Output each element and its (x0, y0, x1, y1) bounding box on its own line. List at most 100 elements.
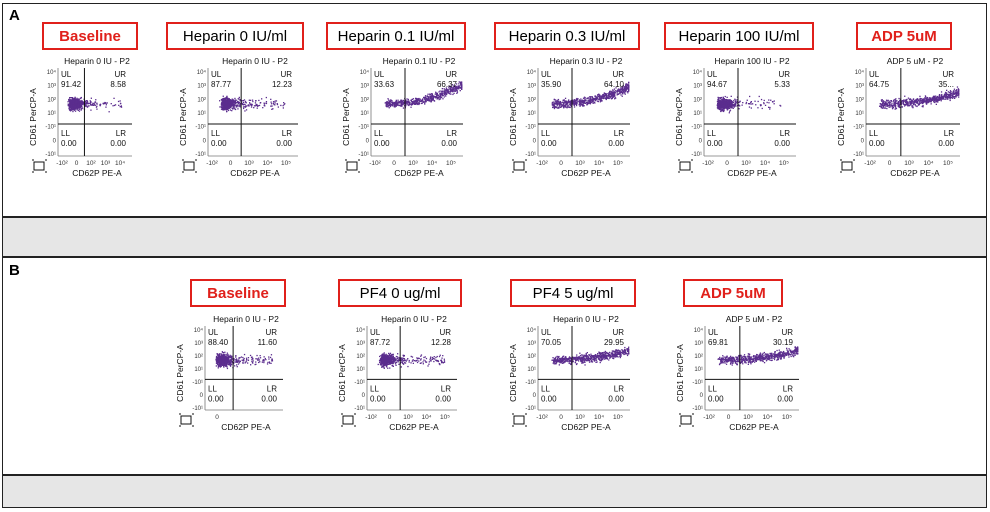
y-axis-label: CD61 PerCP-A (28, 88, 38, 146)
data-point (251, 362, 254, 364)
data-point (429, 97, 431, 99)
data-point (607, 97, 609, 99)
data-point (726, 101, 728, 103)
data-point (396, 101, 398, 103)
y-tick-label: 10² (194, 354, 203, 360)
data-point (409, 103, 411, 105)
data-point (759, 104, 762, 106)
data-point (449, 88, 451, 91)
data-point (404, 105, 407, 107)
data-point (556, 101, 558, 103)
data-point (905, 102, 908, 104)
data-point (555, 106, 557, 108)
data-point (622, 87, 624, 89)
y-tick-label: 10² (693, 97, 702, 103)
data-point (909, 104, 911, 106)
data-point (223, 97, 225, 99)
data-point (896, 102, 898, 105)
data-point (234, 101, 236, 103)
data-point (380, 362, 382, 365)
gate-box-icon-corners (179, 413, 194, 427)
data-point (734, 101, 736, 103)
data-point (609, 92, 612, 94)
data-point (552, 106, 554, 109)
data-point (905, 103, 907, 105)
y-tick-label: 10¹ (47, 111, 56, 117)
data-point (720, 105, 722, 108)
data-point (724, 103, 726, 105)
scatter-plot: ADP 5 uM - P2UL64.75UR35...LL0.00LR0.001… (836, 56, 960, 178)
data-point (388, 102, 391, 104)
data-point (74, 108, 77, 110)
data-point (732, 104, 734, 106)
data-point (243, 99, 246, 101)
data-point (911, 105, 913, 107)
data-point (942, 95, 944, 98)
data-point (251, 356, 253, 358)
data-point (249, 104, 251, 106)
data-point (120, 105, 122, 107)
data-point (932, 97, 934, 99)
data-point (601, 96, 603, 98)
data-point (936, 96, 938, 98)
data-point (235, 361, 237, 363)
data-point (939, 97, 941, 99)
data-point (444, 94, 446, 96)
data-point (242, 361, 244, 364)
data-point (72, 102, 75, 105)
data-point (723, 104, 725, 106)
data-point (401, 361, 404, 363)
data-point (403, 102, 405, 105)
data-point (768, 102, 770, 104)
data-point (556, 105, 558, 107)
data-point (383, 356, 385, 358)
data-point (953, 93, 955, 95)
data-point (614, 94, 616, 96)
data-point (580, 103, 582, 106)
data-point (222, 359, 225, 361)
data-point (448, 92, 450, 94)
data-point (599, 98, 601, 100)
data-point (724, 100, 726, 102)
data-point (555, 106, 557, 109)
data-point (456, 87, 458, 90)
scatter-plot: Heparin 0 IU - P2UL87.72UR12.28LL0.00LR0… (337, 314, 457, 432)
data-point (590, 99, 593, 101)
data-point (924, 98, 926, 100)
data-point (723, 102, 726, 104)
data-point (410, 362, 412, 364)
dot-cloud (384, 81, 463, 109)
data-point (252, 358, 254, 360)
data-point (773, 103, 775, 105)
data-point (229, 104, 231, 106)
data-point (406, 98, 408, 100)
x-tick-label: 10⁵ (281, 160, 291, 167)
data-point (447, 89, 449, 91)
data-point (938, 99, 940, 101)
data-point (889, 106, 891, 108)
scatter-plot: Heparin 0.1 IU - P2UL33.63UR66.37LL0.00L… (341, 56, 463, 178)
data-point (603, 94, 605, 97)
data-point (720, 101, 722, 103)
data-point (387, 357, 389, 359)
data-point (453, 90, 455, 92)
data-point (718, 100, 720, 102)
data-point (253, 105, 256, 107)
data-point (456, 90, 458, 92)
data-point (263, 359, 265, 361)
data-point (570, 101, 572, 104)
data-point (598, 97, 600, 99)
data-point (255, 358, 257, 360)
data-point (907, 97, 910, 99)
data-point (271, 108, 273, 110)
data-point (402, 357, 404, 359)
data-point (886, 100, 888, 102)
data-point (383, 353, 385, 355)
data-point (760, 105, 762, 107)
gate-box-icon-corners (345, 159, 360, 173)
data-point (218, 360, 220, 363)
data-point (608, 97, 610, 100)
data-point (445, 90, 447, 92)
data-point (223, 366, 225, 368)
data-point (222, 99, 224, 101)
